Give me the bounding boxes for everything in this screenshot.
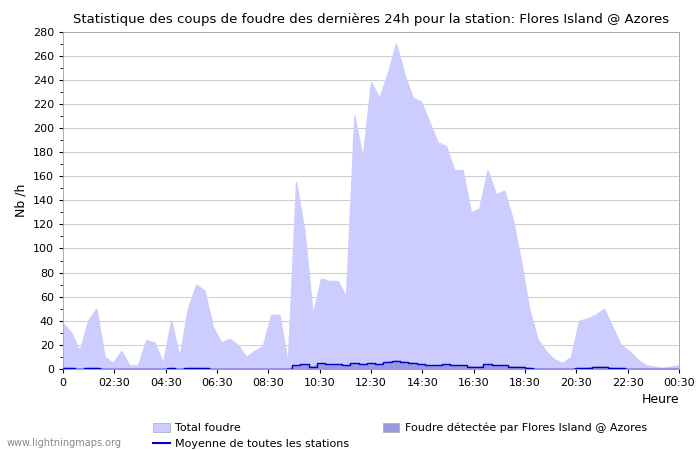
Y-axis label: Nb /h: Nb /h — [14, 184, 27, 217]
Text: Heure: Heure — [641, 392, 679, 405]
Legend: Total foudre, Moyenne de toutes les stations, Foudre détectée par Flores Island : Total foudre, Moyenne de toutes les stat… — [148, 418, 652, 450]
Text: www.lightningmaps.org: www.lightningmaps.org — [7, 438, 122, 448]
Title: Statistique des coups de foudre des dernières 24h pour la station: Flores Island: Statistique des coups de foudre des dern… — [73, 13, 669, 26]
